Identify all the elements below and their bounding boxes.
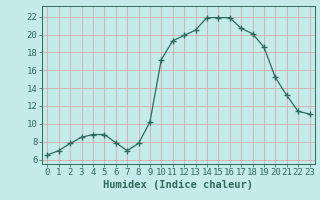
X-axis label: Humidex (Indice chaleur): Humidex (Indice chaleur) xyxy=(103,180,253,190)
